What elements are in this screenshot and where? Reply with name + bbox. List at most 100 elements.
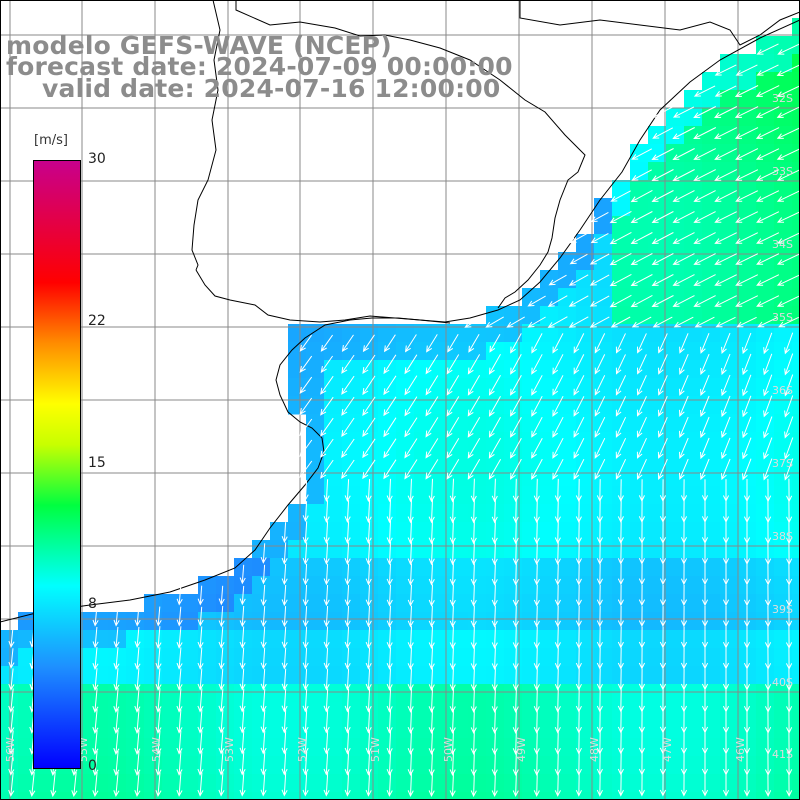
wind-speed-cell — [486, 450, 505, 469]
wind-speed-cell — [450, 324, 469, 343]
wind-arrow — [700, 458, 710, 481]
wind-speed-cell — [756, 630, 775, 649]
wind-speed-cell — [486, 306, 505, 325]
wind-speed-cell — [378, 450, 397, 469]
latitude-label: 39S — [772, 603, 793, 616]
wind-speed-cell — [594, 576, 613, 595]
wind-speed-cell — [792, 108, 800, 127]
wind-arrow — [714, 190, 737, 202]
wind-speed-cell — [720, 324, 739, 343]
wind-speed-cell — [576, 306, 595, 325]
wind-speed-cell — [450, 450, 469, 469]
wind-speed-cell — [378, 666, 397, 685]
wind-arrow — [281, 730, 288, 755]
wind-speed-cell — [450, 648, 469, 667]
wind-arrow — [491, 751, 498, 777]
wind-arrow — [281, 563, 288, 586]
wind-arrow — [776, 295, 800, 307]
wind-speed-cell — [720, 432, 739, 451]
wind-speed-cell — [756, 378, 775, 397]
wind-speed-cell — [702, 108, 721, 127]
wind-arrow — [341, 438, 355, 458]
wind-speed-cell — [702, 702, 721, 721]
wind-arrow — [630, 253, 653, 266]
wind-speed-cell — [378, 414, 397, 433]
wind-speed-cell — [126, 756, 145, 775]
wind-speed-cell — [702, 720, 721, 739]
wind-arrow — [428, 478, 435, 503]
wind-speed-cell — [216, 576, 235, 595]
wind-arrow — [552, 354, 564, 375]
wind-speed-cell — [648, 666, 667, 685]
wind-speed-cell — [162, 792, 181, 800]
wind-arrow — [672, 169, 695, 182]
wind-speed-cell — [540, 504, 559, 523]
wind-speed-cell — [414, 630, 433, 649]
wind-speed-cell — [450, 720, 469, 739]
wind-speed-cell — [468, 360, 487, 379]
wind-speed-cell — [414, 540, 433, 559]
wind-speed-cell — [324, 522, 343, 541]
wind-arrow — [763, 353, 773, 376]
wind-speed-cell — [684, 396, 703, 415]
wind-speed-cell — [198, 666, 217, 685]
wind-arrow — [113, 772, 120, 798]
wind-arrow — [404, 417, 418, 438]
wind-speed-cell — [630, 306, 649, 325]
wind-speed-cell — [306, 486, 325, 505]
wind-speed-cell — [252, 648, 271, 667]
wind-speed-cell — [468, 522, 487, 541]
wind-speed-cell — [468, 342, 487, 361]
wind-arrow — [491, 584, 498, 607]
wind-speed-cell — [378, 504, 397, 523]
wind-speed-cell — [252, 666, 271, 685]
wind-arrow — [407, 709, 414, 734]
wind-speed-cell — [684, 684, 703, 703]
wind-speed-cell — [684, 306, 703, 325]
wind-speed-cell — [324, 792, 343, 800]
wind-speed-cell — [666, 738, 685, 757]
wind-arrow — [365, 499, 372, 524]
wind-speed-cell — [558, 522, 577, 541]
wind-arrow — [734, 106, 759, 118]
wind-arrow — [763, 332, 773, 355]
wind-speed-cell — [504, 648, 523, 667]
wind-arrow — [134, 688, 141, 713]
wind-arrow — [651, 295, 674, 308]
wind-arrow — [470, 541, 477, 566]
wind-arrow — [428, 647, 435, 671]
wind-speed-cell — [468, 396, 487, 415]
wind-speed-cell — [594, 630, 613, 649]
wind-arrow — [404, 438, 418, 459]
wind-arrow — [552, 333, 564, 354]
wind-speed-cell — [432, 576, 451, 595]
wind-speed-cell — [306, 594, 325, 613]
wind-speed-cell — [684, 342, 703, 361]
wind-arrow — [365, 563, 372, 586]
wind-speed-cell — [612, 414, 631, 433]
wind-speed-cell — [126, 774, 145, 793]
wind-speed-cell — [594, 540, 613, 559]
wind-arrow — [609, 210, 632, 224]
wind-speed-cell — [594, 558, 613, 577]
wind-speed-cell — [522, 630, 541, 649]
wind-arrow — [299, 355, 313, 373]
wind-speed-cell — [666, 540, 685, 559]
wind-speed-cell — [702, 198, 721, 217]
wind-arrow — [512, 709, 519, 734]
wind-arrow — [344, 584, 351, 607]
wind-arrow — [569, 232, 588, 244]
wind-speed-cell — [108, 792, 127, 800]
wind-arrow — [176, 668, 183, 691]
wind-arrow — [693, 190, 716, 202]
wind-arrow — [218, 605, 225, 628]
wind-arrow — [428, 730, 435, 755]
wind-arrow — [386, 478, 393, 503]
wind-arrow — [218, 688, 225, 713]
wind-speed-cell — [306, 648, 325, 667]
wind-speed-cell — [540, 774, 559, 793]
wind-speed-cell — [648, 414, 667, 433]
wind-arrow — [693, 211, 716, 223]
wind-speed-cell — [648, 540, 667, 559]
wind-speed-cell — [450, 774, 469, 793]
